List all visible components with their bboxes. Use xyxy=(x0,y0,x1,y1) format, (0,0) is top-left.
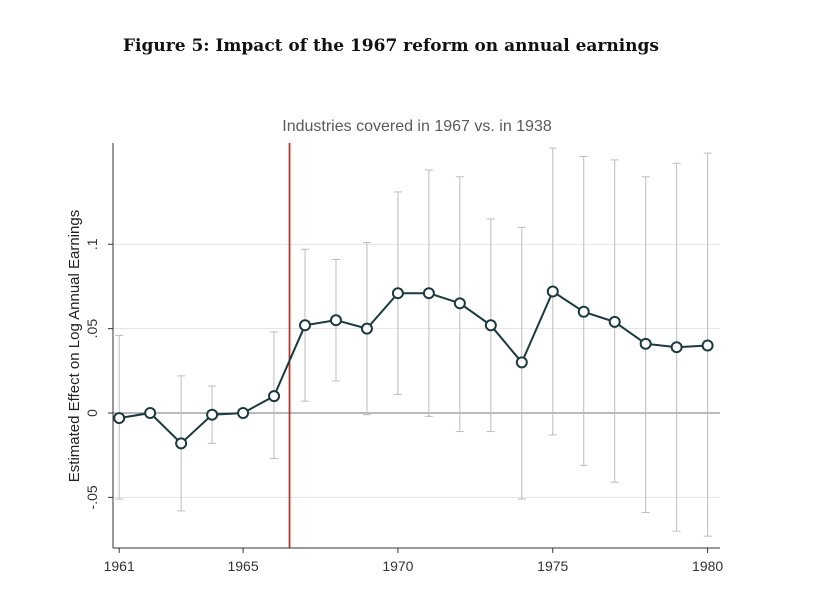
x-tick-label-1975: 1975 xyxy=(537,558,568,574)
data-point-1962 xyxy=(144,407,157,419)
y-tick-label-2: .05 xyxy=(84,319,100,339)
y-tick-label-3: .1 xyxy=(84,238,100,250)
figure-caption: Figure 5: Impact of the 1967 reform on a… xyxy=(122,36,659,56)
data-point-1973 xyxy=(484,319,497,332)
chart-title: Industries covered in 1967 vs. in 1938 xyxy=(282,118,552,135)
axes: 1961 1965 1970 1975 1980 -.05 0 .05 .1 xyxy=(84,143,723,574)
data-point-1971 xyxy=(422,287,435,300)
reference-lines xyxy=(113,143,720,548)
data-point-1976 xyxy=(577,305,590,318)
data-point-1979 xyxy=(670,341,683,354)
y-tick-label-1: 0 xyxy=(84,409,100,417)
data-point-1961 xyxy=(113,412,126,425)
data-point-1972 xyxy=(453,297,466,310)
estimate-points xyxy=(113,285,714,450)
data-point-1965 xyxy=(237,407,250,419)
data-point-1969 xyxy=(360,322,373,335)
data-point-1974 xyxy=(515,356,528,369)
y-tick-label-0: -.05 xyxy=(84,485,100,509)
x-tick-label-1970: 1970 xyxy=(382,558,413,574)
data-point-1970 xyxy=(391,287,404,300)
data-point-1980 xyxy=(701,339,714,352)
data-point-1968 xyxy=(329,314,342,327)
estimate-line xyxy=(119,290,708,445)
data-point-1963 xyxy=(175,437,188,450)
data-point-1964 xyxy=(206,408,219,421)
x-tick-label-1980: 1980 xyxy=(692,558,723,574)
confidence-intervals xyxy=(115,147,712,537)
x-tick-label-1961: 1961 xyxy=(104,558,135,574)
data-point-1967 xyxy=(299,319,312,332)
data-point-1977 xyxy=(608,315,621,328)
x-tick-label-1965: 1965 xyxy=(227,558,258,574)
estimate-series-line xyxy=(119,290,708,445)
data-point-1978 xyxy=(639,337,652,350)
data-point-1975 xyxy=(546,285,559,298)
gridlines xyxy=(113,243,720,498)
data-point-1966 xyxy=(268,390,281,403)
y-axis-label: Estimated Effect on Log Annual Earnings xyxy=(66,210,83,482)
